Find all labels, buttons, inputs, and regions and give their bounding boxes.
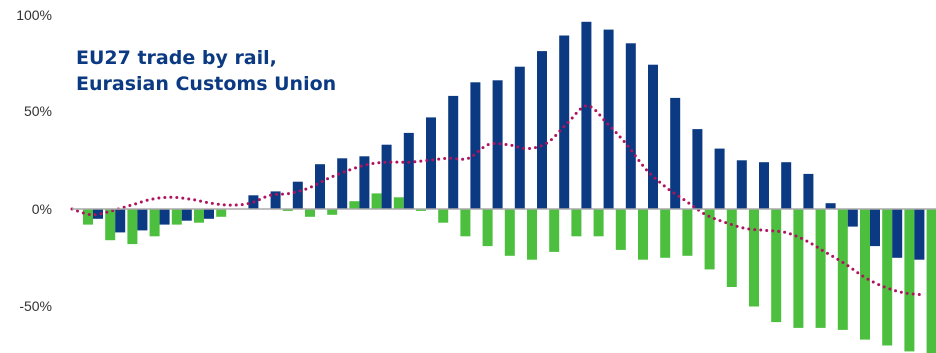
blue-bar: [426, 117, 436, 209]
blue-bar: [448, 95, 459, 209]
blue-bar: [270, 191, 281, 209]
blue-bar: [403, 132, 414, 209]
green-bar: [860, 209, 870, 340]
blue-bar: [159, 209, 170, 225]
green-bar: [105, 209, 116, 241]
trend-dotted-line: [70, 104, 926, 297]
blue-bar: [292, 181, 303, 209]
y-tick-label: 100%: [16, 7, 52, 23]
green-bar: [171, 209, 182, 225]
blue-bar: [559, 35, 570, 209]
chart-title-line-1: EU27 trade by rail,: [76, 47, 277, 69]
green-bar: [549, 209, 560, 252]
green-bar: [815, 209, 826, 328]
blue-bar: [315, 164, 325, 209]
blue-bar: [692, 129, 703, 209]
blue-bar: [914, 209, 925, 260]
bars-layer: [83, 21, 936, 353]
y-tick-label: -50%: [19, 298, 52, 314]
blue-bar: [115, 209, 126, 233]
green-bar: [904, 209, 915, 352]
blue-bar: [892, 209, 903, 258]
blue-bar: [514, 66, 525, 209]
green-bar: [393, 197, 404, 209]
green-bar: [149, 209, 160, 237]
green-bar: [771, 209, 782, 323]
green-bar: [194, 209, 204, 223]
green-bar: [127, 209, 138, 245]
green-bar: [305, 209, 315, 217]
green-bar: [926, 209, 936, 353]
blue-bar: [470, 82, 481, 210]
green-bar: [726, 209, 737, 287]
blue-bar: [381, 144, 392, 209]
blue-bar: [181, 209, 192, 221]
green-bar: [615, 209, 626, 250]
blue-bar: [870, 209, 880, 247]
blue-bar: [337, 158, 348, 209]
green-bar: [749, 209, 759, 307]
blue-bar: [204, 209, 214, 219]
green-bar: [682, 209, 693, 256]
y-tick-label: 50%: [24, 103, 52, 119]
blue-bar: [625, 43, 636, 210]
green-bar: [482, 209, 493, 247]
green-bar: [416, 209, 426, 211]
blue-bar: [137, 209, 148, 231]
blue-bar: [603, 29, 614, 209]
blue-bar: [825, 203, 836, 209]
blue-bar: [537, 51, 547, 209]
blue-bar: [93, 209, 103, 219]
green-bar: [837, 209, 848, 330]
blue-bar: [492, 80, 503, 209]
green-bar: [438, 209, 449, 223]
green-bar: [371, 193, 382, 209]
blue-bar: [670, 97, 681, 209]
chart-title-line-2: Eurasian Customs Union: [76, 73, 336, 95]
green-bar: [793, 209, 804, 328]
green-bar: [83, 209, 93, 225]
green-bar: [327, 209, 338, 215]
green-bar: [349, 201, 360, 209]
green-bar: [593, 209, 604, 237]
blue-bar: [359, 156, 370, 209]
blue-bar: [736, 160, 747, 210]
green-bar: [704, 209, 715, 270]
blue-bar: [581, 21, 592, 209]
green-bar: [660, 209, 671, 258]
green-bar: [638, 209, 648, 260]
blue-bar: [781, 162, 792, 209]
blue-bar: [759, 162, 769, 209]
blue-bar: [648, 64, 658, 209]
green-bar: [504, 209, 515, 256]
blue-bar: [847, 209, 858, 227]
blue-bar: [803, 173, 814, 209]
blue-bar: [714, 148, 725, 209]
line-layer: [70, 104, 926, 297]
green-bar: [282, 209, 293, 211]
green-bar: [571, 209, 582, 237]
green-bar: [460, 209, 471, 237]
green-bar: [882, 209, 893, 346]
green-bar: [216, 209, 227, 217]
y-tick-label: 0%: [32, 201, 52, 217]
green-bar: [527, 209, 537, 260]
